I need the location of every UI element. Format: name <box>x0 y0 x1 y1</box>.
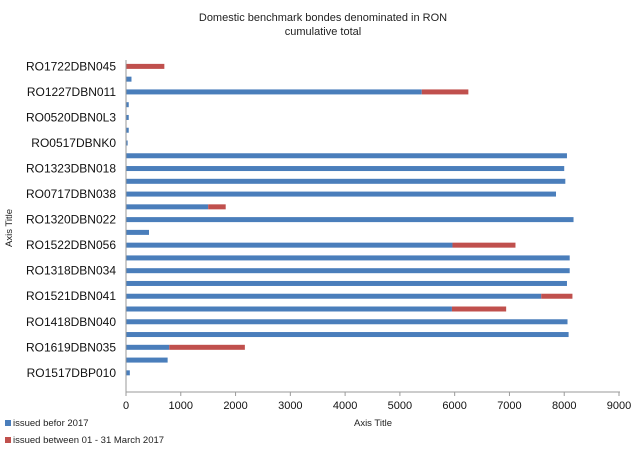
bar-series2-23 <box>169 344 245 350</box>
x-tick-label: 2000 <box>223 400 247 412</box>
category-label: RO1318DBN034 <box>26 264 116 278</box>
bar-series1-4 <box>126 102 129 108</box>
bar-series2-15 <box>452 242 516 248</box>
bar-series1-12 <box>126 204 209 210</box>
category-label: RO1418DBN040 <box>26 315 116 329</box>
bar-series1-11 <box>126 191 557 197</box>
bar-series1-10 <box>126 178 566 184</box>
bar-series1-25 <box>126 370 130 376</box>
x-tick-label: 7000 <box>497 400 521 412</box>
x-tick-label: 0 <box>123 400 129 412</box>
bar-series1-15 <box>126 242 453 248</box>
category-label: RO1227DBN011 <box>27 85 116 99</box>
x-tick-label: 1000 <box>169 400 193 412</box>
legend-swatch-2 <box>5 437 11 443</box>
category-label: RO1522DBN056 <box>26 238 116 252</box>
legend-label-1: issued befor 2017 <box>13 418 89 429</box>
bar-series1-24 <box>126 357 168 363</box>
category-labels: RO1722DBN045 RO1227DBN011 RO0520DBN0L3 RO05… <box>26 59 116 379</box>
legend-label-2: issued between 01 - 31 March 2017 <box>13 435 164 446</box>
bar-series1-14 <box>126 229 150 235</box>
bar-series1-21 <box>126 319 568 325</box>
bar-series1-9 <box>126 166 565 172</box>
bar-series1-17 <box>126 268 570 274</box>
bar-series1-2 <box>126 76 132 82</box>
bar-series1-13 <box>126 217 574 223</box>
y-axis-title: Axis Title <box>4 209 15 247</box>
bar-series2-12 <box>208 204 226 210</box>
x-tick-label: 8000 <box>552 400 576 412</box>
bar-series1-5 <box>126 114 129 120</box>
bar-series1-20 <box>126 306 452 312</box>
bar-series2-19 <box>541 293 573 299</box>
bar-series1-7 <box>126 140 128 146</box>
bar-series1-16 <box>126 255 570 261</box>
x-tick-label: 4000 <box>333 400 357 412</box>
bar-series1-6 <box>126 127 129 133</box>
bar-series1-3 <box>126 89 422 95</box>
category-label: RO0520DBN0L3 <box>26 110 116 124</box>
category-label: RO1521DBN041 <box>26 289 116 303</box>
x-axis-ticks: 0 1000 2000 3000 4000 5000 6000 7000 8000 9000 <box>123 392 631 412</box>
x-axis-title: Axis Title <box>354 418 392 429</box>
category-label: RO1517DBP010 <box>27 366 117 380</box>
legend: issued befor 2017 issued between 01 - 31 … <box>5 418 164 446</box>
bar-series2-1 <box>126 63 165 69</box>
bar-series1-23 <box>126 344 170 350</box>
category-label: RO1320DBN022 <box>26 213 116 227</box>
category-label: RO1323DBN018 <box>26 162 116 176</box>
bar-series2-20 <box>451 306 507 312</box>
x-tick-label: 6000 <box>442 400 466 412</box>
legend-swatch-1 <box>5 420 11 426</box>
category-label: RO0517DBNK0 <box>31 136 116 150</box>
bar-series1-22 <box>126 332 569 338</box>
bar-series1-18 <box>126 280 567 286</box>
bars-layer <box>126 63 574 376</box>
bar-series1-8 <box>126 153 567 159</box>
x-tick-label: 3000 <box>278 400 302 412</box>
x-tick-label: 9000 <box>607 400 631 412</box>
category-label: RO1619DBN035 <box>26 340 116 354</box>
category-label: RO1722DBN045 <box>26 59 116 73</box>
bar-series1-19 <box>126 293 542 299</box>
x-tick-label: 5000 <box>388 400 412 412</box>
bar-series2-3 <box>421 89 469 95</box>
chart-subtitle: cumulative total <box>285 26 361 38</box>
chart-title: Domestic benchmark bondes denominated in… <box>199 12 447 24</box>
category-label: RO0717DBN038 <box>26 187 116 201</box>
